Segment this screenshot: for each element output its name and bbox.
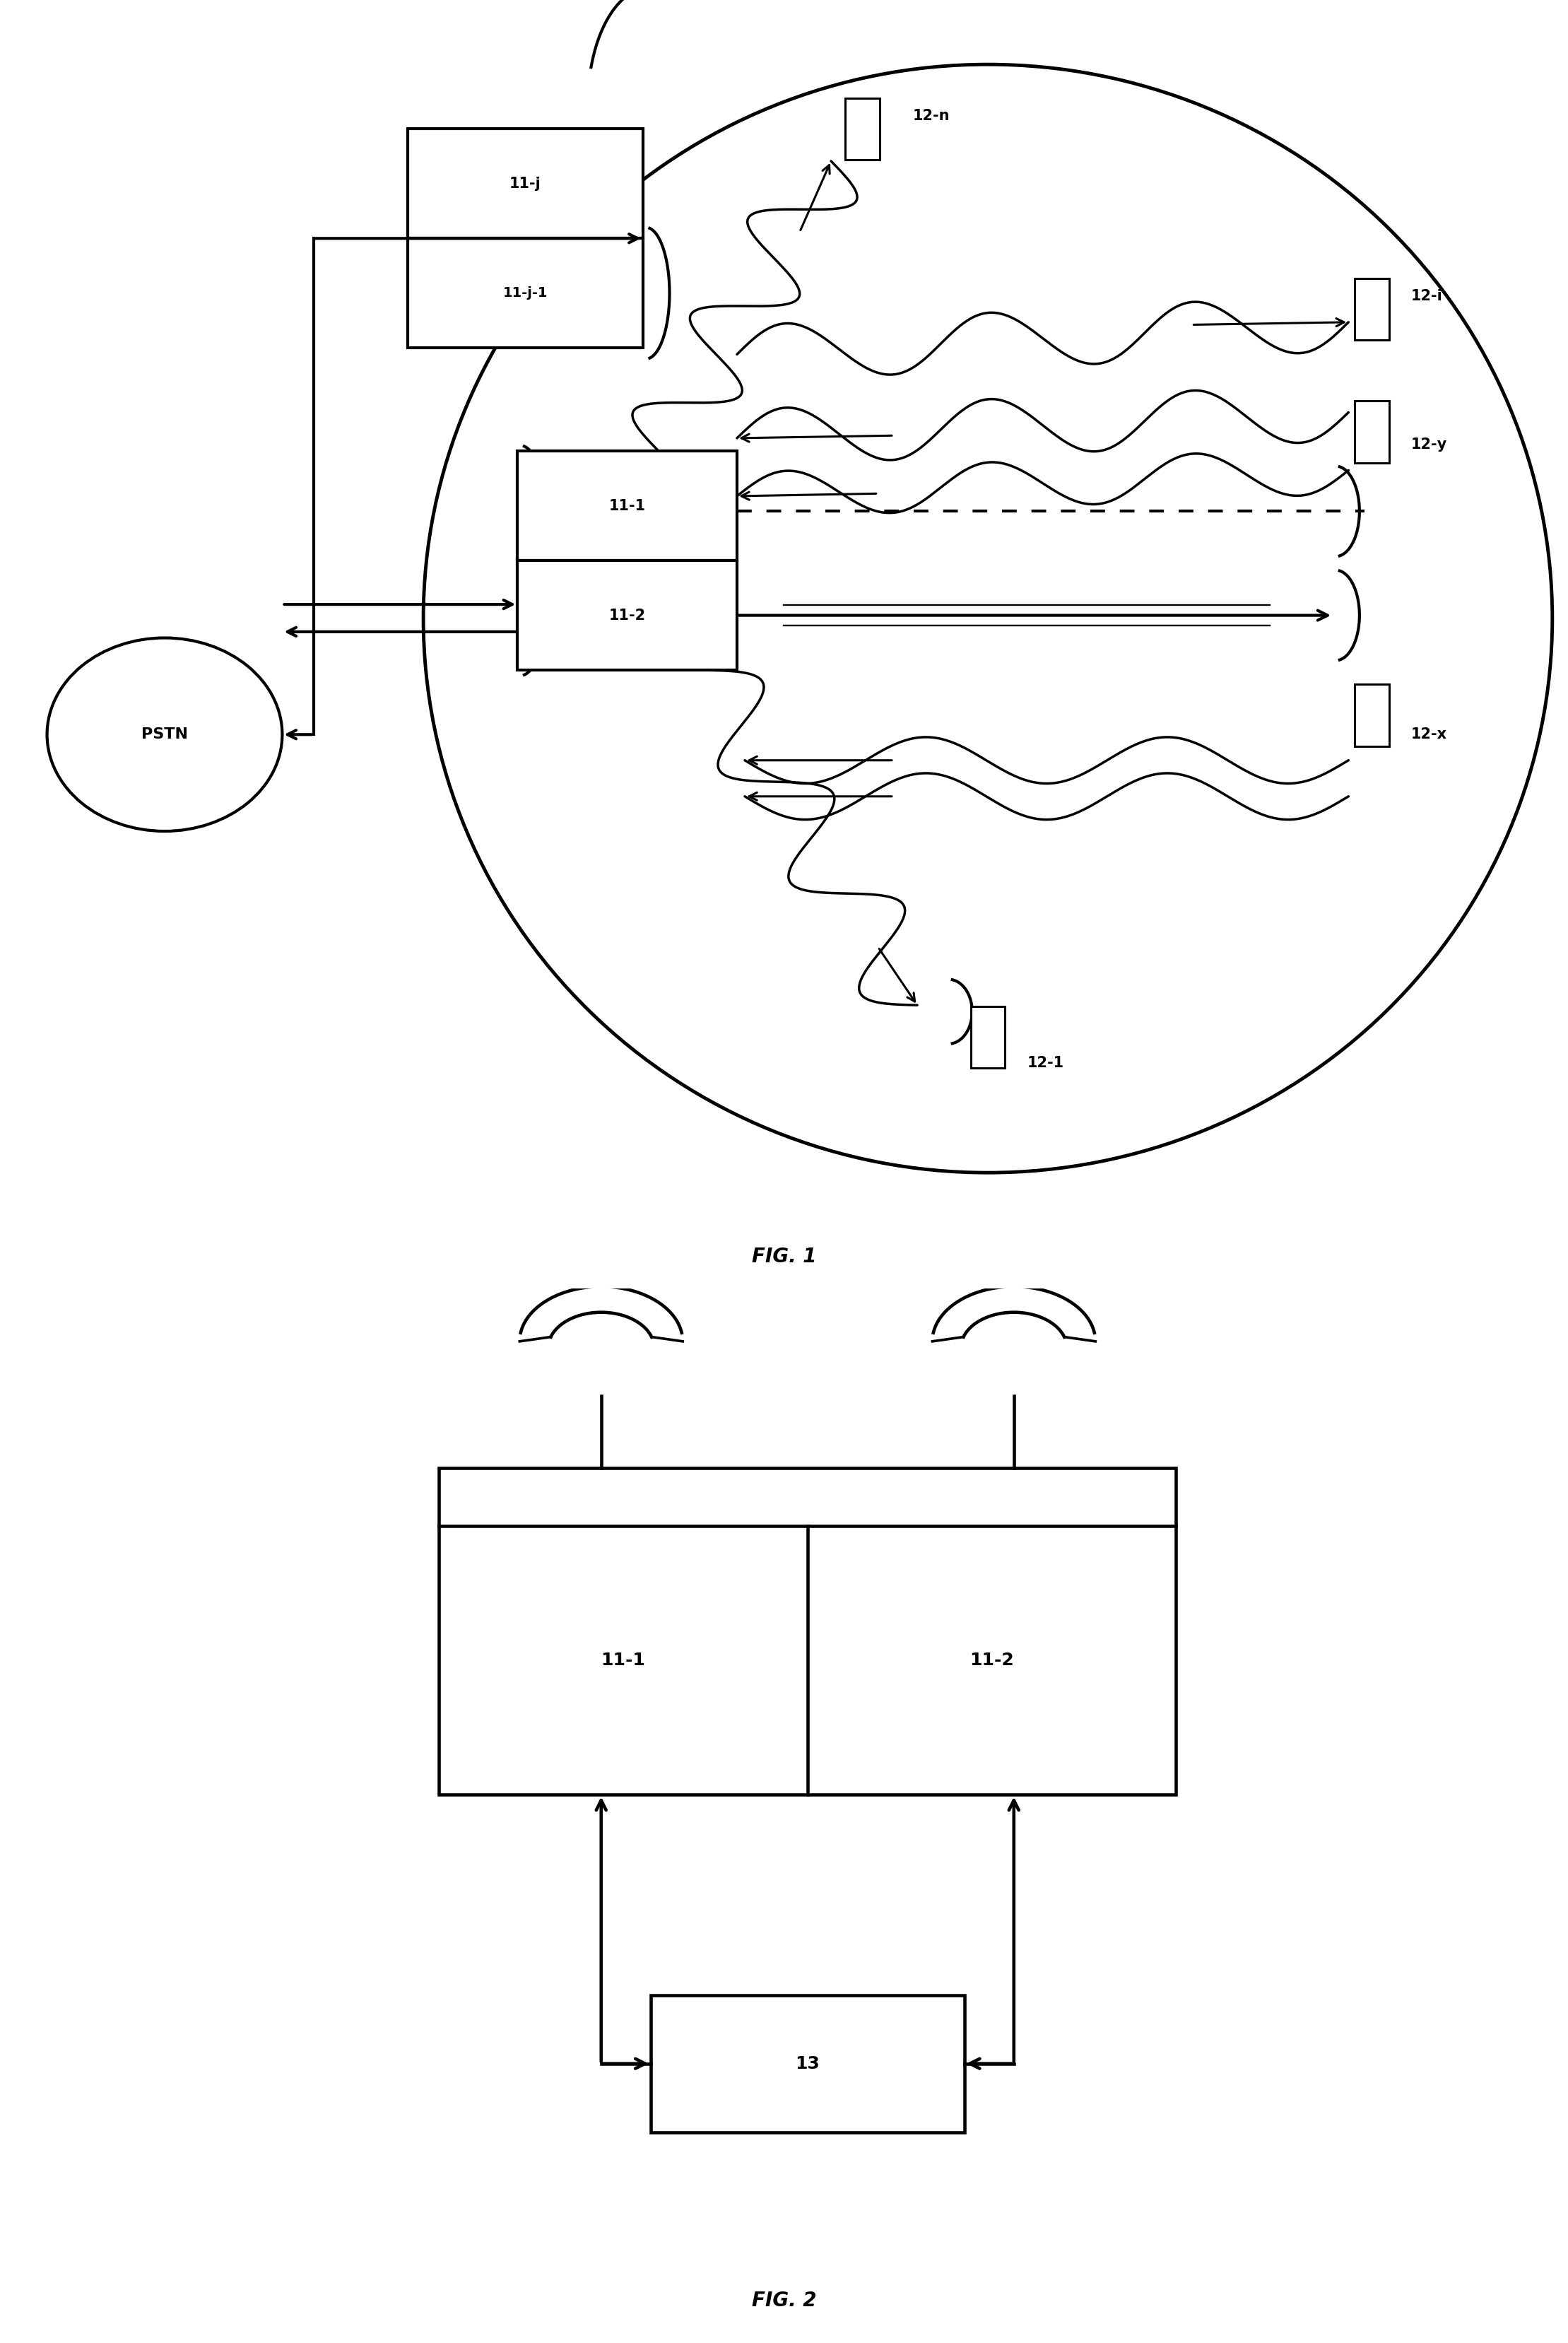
Text: 11-1: 11-1	[601, 1652, 646, 1668]
Text: 11-2: 11-2	[608, 609, 646, 623]
Text: 12-y: 12-y	[1411, 438, 1447, 452]
Text: 12-i: 12-i	[1411, 288, 1443, 305]
Bar	[408, 239, 643, 347]
Bar	[408, 129, 643, 239]
Text: PSTN: PSTN	[141, 726, 188, 743]
Text: 11-2: 11-2	[969, 1652, 1014, 1668]
Bar	[1355, 279, 1389, 340]
Bar	[517, 560, 737, 670]
Bar	[845, 98, 880, 159]
Text: 12-n: 12-n	[913, 108, 950, 124]
Bar	[439, 1467, 1176, 1795]
Text: 11-j: 11-j	[510, 176, 541, 190]
Text: 13: 13	[795, 2055, 820, 2071]
Text: 12-1: 12-1	[1027, 1057, 1063, 1071]
Bar	[1355, 401, 1389, 462]
Text: 12-x: 12-x	[1411, 726, 1447, 743]
Text: 11-1: 11-1	[608, 499, 646, 513]
Bar	[517, 450, 737, 560]
Bar	[971, 1007, 1005, 1068]
Bar	[651, 1994, 964, 2132]
Text: FIG. 2: FIG. 2	[751, 2291, 817, 2310]
Text: 11-j-1: 11-j-1	[503, 286, 547, 300]
Text: FIG. 1: FIG. 1	[751, 1246, 817, 1265]
Bar	[1355, 684, 1389, 745]
